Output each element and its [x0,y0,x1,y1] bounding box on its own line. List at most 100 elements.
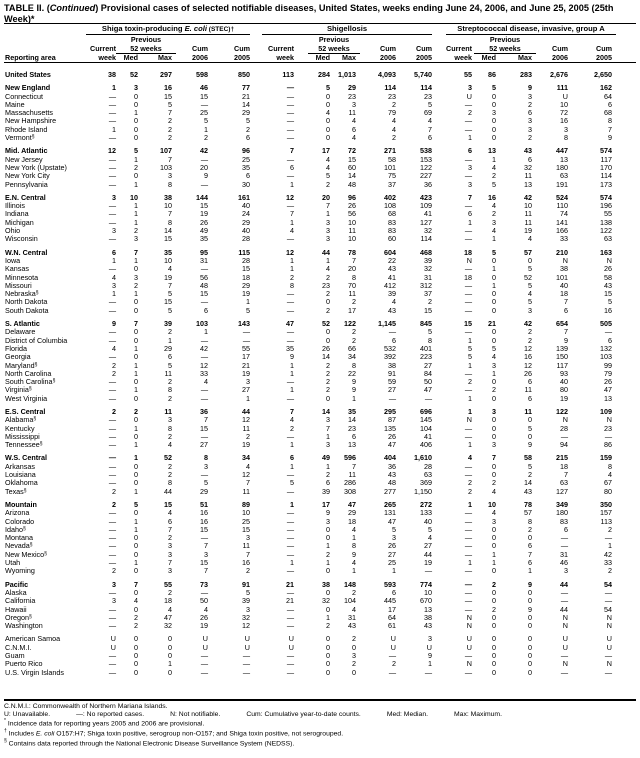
cell-shigellosis-max: 10 [348,234,356,244]
cell-stec-current: — [108,154,116,164]
cell-strep-med: 3 [492,108,496,118]
cell-shigellosis-max: 14 [348,171,356,181]
cell-shigellosis-current: — [286,516,294,526]
cell-stec-cum-2006: 19 [200,621,208,631]
cell-strep-med: 0 [492,634,496,644]
cell-strep-cum-2006: 110 [556,201,568,211]
cell-stec-current: 2 [112,486,116,496]
table-row: American Samoa U 0 0 U U U 0 2 U 3 U 0 0 U U [0,634,640,644]
cell-shigellosis-med: 0 [326,133,330,143]
legend-dash: —: No reported cases. [76,710,145,718]
cell-stec-max: 11 [164,368,172,378]
cell-stec-current: — [108,470,116,480]
cell-stec-cum-2006: 1 [204,124,208,134]
cell-shigellosis-cum-2005: 4 [428,116,432,126]
cell-stec-cum-2005: 14 [242,99,250,109]
cell-shigellosis-cum-2005: 84 [424,368,432,378]
cell-shigellosis-cum-2006: 392 [384,352,396,362]
cell-strep-med: 0 [492,461,496,471]
cell-shigellosis-cum-2006: 2 [392,659,396,669]
table-row: Nevada§ — 0 3 7 11 — 1 8 26 27 — 0 6 — 1 [0,541,640,551]
cell-shigellosis-cum-2005: 312 [420,280,432,290]
cell-shigellosis-cum-2006: U [390,642,396,652]
cell-stec-cum-2006: — [200,297,208,307]
cell-shigellosis-med: 1 [326,209,330,219]
cell-shigellosis-max: 20 [348,264,356,274]
cell-shigellosis-max: 4 [352,116,356,126]
table-row: Idaho§ — 1 7 15 15 — 0 4 5 5 — 0 2 6 2 [0,524,640,534]
cell-strep-current: 18 [464,247,472,257]
cell-stec-current: 3 [112,192,116,202]
cell-shigellosis-cum-2005: 845 [420,319,432,329]
cell-stec-med: 0 [134,541,138,551]
cell-stec-cum-2005: 115 [238,247,250,257]
cell-stec-max: 5 [168,99,172,109]
table-row: Puerto Rico — 0 1 — — — 0 2 2 1 N 0 0 N N [0,659,640,669]
cell-shigellosis-med: 2 [326,179,330,189]
cell-stec-cum-2006: 56 [200,272,208,282]
footnote-marker: § [28,386,32,393]
cell-strep-max: 11 [524,217,532,227]
cell-shigellosis-cum-2005: 5 [428,524,432,534]
cell-strep-cum-2005: 574 [600,146,612,156]
cell-strep-max: 0 [528,431,532,441]
reporting-area: E.S. Central [5,406,46,416]
cell-stec-cum-2006: 48 [200,280,208,290]
cell-shigellosis-current: 2 [290,272,294,282]
cell-strep-current: 3 [468,83,472,93]
cell-strep-current: 1 [468,499,472,509]
cell-stec-med: 10 [130,192,138,202]
cell-shigellosis-med: 2 [326,549,330,559]
cell-shigellosis-cum-2006: 271 [384,146,396,156]
cell-shigellosis-med: 2 [326,470,330,480]
cell-strep-med: 0 [492,642,496,652]
reporting-area: Mountain [5,499,37,509]
cell-stec-cum-2006: U [202,634,208,644]
cell-strep-max: 9 [528,83,532,93]
cell-stec-cum-2006: — [200,667,208,677]
cell-stec-med: 1 [134,524,138,534]
table-row: Indiana — 1 7 19 24 7 1 56 68 41 6 2 11 74 55 [0,209,640,219]
cell-strep-cum-2006: 80 [560,385,568,395]
cell-stec-med: 0 [134,352,138,362]
reporting-area: New York (Upstate) [5,162,67,172]
cell-strep-cum-2006: N [562,621,568,631]
cell-stec-med: 0 [134,91,138,101]
cell-shigellosis-cum-2005: 36 [424,179,432,189]
cell-shigellosis-max: 14 [348,415,356,425]
reporting-area: Alabama§ [5,415,37,425]
cell-stec-med: 1 [134,343,138,353]
table-title: TABLE II. (Continued) Provisional cases … [4,3,636,24]
table-row: Arkansas — 0 2 3 4 1 1 7 36 28 — 0 5 18 8 [0,461,640,471]
cell-shigellosis-max: 47 [348,499,356,509]
cell-shigellosis-cum-2006: 6 [392,335,396,345]
cell-strep-current: N [466,612,472,622]
cell-shigellosis-cum-2006: 36 [388,461,396,471]
cell-stec-cum-2006: 4 [204,604,208,614]
cell-stec-med: 1 [134,453,138,463]
year-label: 2005 [234,53,250,62]
title-prefix: TABLE II. ( [4,3,50,13]
cell-stec-cum-2005: — [242,659,250,669]
cell-stec-current: — [108,179,116,189]
cell-shigellosis-cum-2006: 404 [384,453,396,463]
cell-shigellosis-med: 0 [326,297,330,307]
cell-strep-med: 0 [492,667,496,677]
reporting-area: Idaho§ [5,524,26,534]
cell-strep-max: 16 [524,352,532,362]
cell-shigellosis-med: 7 [326,423,330,433]
cell-strep-med: 0 [492,305,496,315]
footnote-marker: § [35,290,39,297]
cell-stec-cum-2006: 2 [204,133,208,143]
cell-strep-cum-2006: 13 [560,154,568,164]
cell-shigellosis-max: 0 [352,667,356,677]
cell-strep-cum-2005: 86 [604,440,612,450]
cell-strep-cum-2006: 63 [560,478,568,488]
cell-shigellosis-current: — [286,305,294,315]
cell-shigellosis-cum-2005: 40 [424,516,432,526]
cell-strep-max: 2 [528,99,532,109]
cell-stec-med: 1 [134,368,138,378]
cell-shigellosis-current: 1 [290,368,294,378]
cell-stec-cum-2006: 7 [204,541,208,551]
cell-strep-current: — [464,327,472,337]
